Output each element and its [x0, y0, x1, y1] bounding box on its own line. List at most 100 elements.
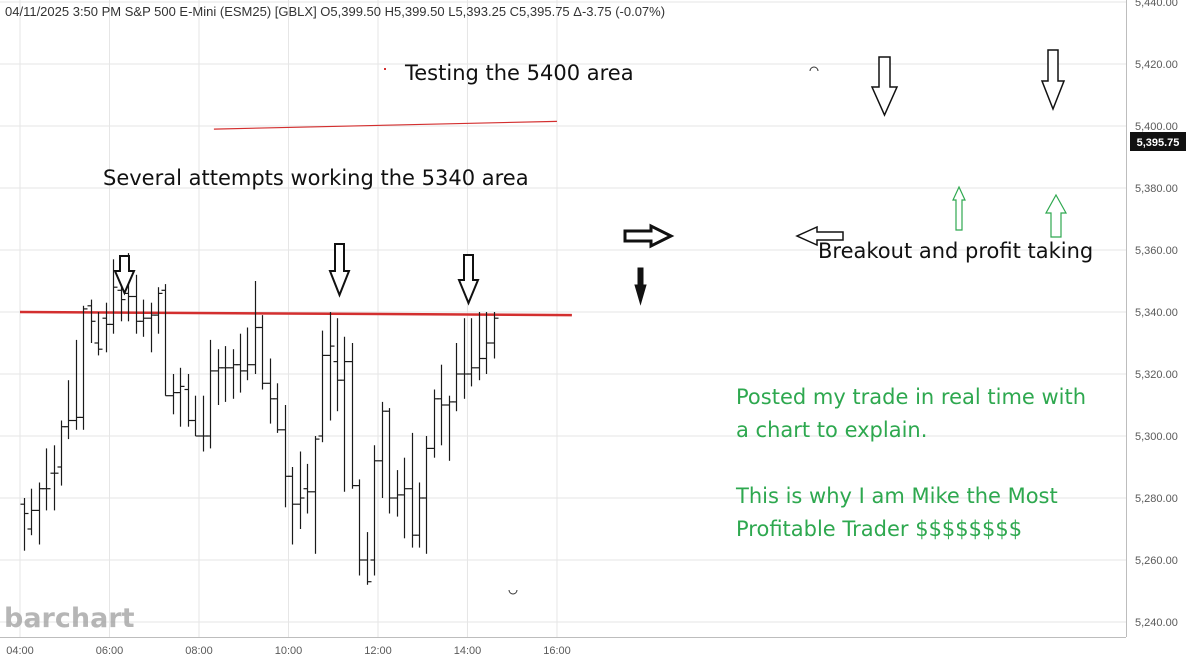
- ohlc-bar: [355, 479, 364, 576]
- ohlc-bar: [139, 299, 148, 337]
- ohlc-bar: [94, 312, 103, 356]
- ohlc-bar: [35, 482, 44, 545]
- right-arrow-icon: [623, 223, 675, 249]
- last-price-box: [1130, 132, 1186, 151]
- low-marker-icon: [508, 589, 518, 595]
- last-price-label: 5,395.75: [1137, 137, 1180, 149]
- ohlc-bar: [184, 374, 193, 427]
- x-tick-label: 04:00: [6, 645, 34, 657]
- text-annotations: 04/11/2025 3:50 PM S&P 500 E-Mini (ESM25…: [4, 4, 1093, 634]
- y-tick-label: 5,340.00: [1135, 307, 1178, 319]
- annotation-posted-trade-line1: Posted my trade in real time with: [736, 385, 1086, 409]
- ohlc-bar: [273, 383, 282, 433]
- ohlc-bar: [370, 445, 379, 576]
- ohlc-bar: [258, 315, 267, 390]
- ohlc-bar: [132, 274, 141, 334]
- y-tick-label: 5,240.00: [1135, 617, 1178, 629]
- ohlc-bar: [490, 312, 499, 359]
- ohlc-bar: [482, 312, 491, 374]
- ohlc-bar: [214, 349, 223, 405]
- annotation-mike-line2: Profitable Trader $$$$$$$$: [736, 517, 1022, 541]
- ohlc-bar: [475, 312, 484, 381]
- ohlc-bar: [72, 339, 81, 430]
- ohlc-bar: [87, 299, 96, 343]
- ohlc-bar: [296, 451, 305, 529]
- chart-header: 04/11/2025 3:50 PM S&P 500 E-Mini (ESM25…: [5, 4, 665, 19]
- high-marker-icon: [809, 66, 819, 72]
- resistance-line-5400: [213, 120, 557, 130]
- ohlc-bar: [266, 358, 275, 424]
- ohlc-bar: [221, 346, 230, 402]
- ohlc-bar: [42, 448, 51, 511]
- annotation-mike-line1: This is why I am Mike the Most: [735, 484, 1058, 508]
- ohlc-bar: [415, 482, 424, 548]
- annotation-testing-5400: Testing the 5400 area: [404, 61, 634, 85]
- ohlc-bar: [378, 401, 387, 498]
- ohlc-bar: [176, 367, 185, 427]
- y-tick-label: 5,440.00: [1135, 0, 1178, 9]
- y-tick-label: 5,380.00: [1135, 183, 1178, 195]
- barchart-watermark: barchart: [4, 603, 135, 634]
- y-tick-label: 5,420.00: [1135, 59, 1178, 71]
- annotation-breakout: Breakout and profit taking: [818, 239, 1093, 263]
- ohlc-bar: [326, 312, 335, 421]
- ohlc-bar: [57, 420, 66, 486]
- down-arrow-icon: [870, 56, 899, 117]
- ohlc-bar: [348, 343, 357, 489]
- ohlc-bar: [452, 343, 461, 412]
- ohlc-bar: [445, 395, 454, 461]
- down-arrow-icon: [634, 267, 647, 306]
- ohlc-bar: [288, 467, 297, 545]
- last-price-tag: 5,395.75: [1130, 132, 1186, 151]
- up-arrow-icon: [1044, 193, 1068, 238]
- y-tick-label: 5,360.00: [1135, 245, 1178, 257]
- ohlc-bar: [169, 374, 178, 415]
- y-tick-label: 5,400.00: [1135, 121, 1178, 133]
- down-arrow-icon: [457, 254, 480, 306]
- annotation-5340-attempts: Several attempts working the 5340 area: [103, 166, 529, 190]
- arrow-annotations: [113, 49, 1068, 595]
- ohlc-bar: [251, 281, 260, 374]
- ohlc-bar: [400, 457, 409, 539]
- y-tick-label: 5,300.00: [1135, 431, 1178, 443]
- ohlc-bar: [340, 336, 349, 492]
- ohlc-bar: [27, 488, 36, 536]
- x-tick-label: 16:00: [543, 645, 571, 657]
- ohlc-bar: [64, 380, 73, 440]
- down-arrow-icon: [328, 243, 351, 298]
- y-tick-label: 5,320.00: [1135, 369, 1178, 381]
- trend-lines: [19, 120, 572, 317]
- ohlc-bar: [408, 432, 417, 548]
- down-arrow-icon: [1040, 49, 1066, 112]
- ohlc-bar: [318, 330, 327, 443]
- ohlc-bar: [236, 333, 245, 393]
- x-tick-label: 10:00: [275, 645, 303, 657]
- ohlc-bar: [333, 318, 342, 412]
- ohlc-bar: [79, 305, 88, 430]
- x-tick-label: 06:00: [96, 645, 124, 657]
- down-arrow-icon: [113, 255, 136, 296]
- ohlc-bar: [385, 408, 394, 514]
- ohlc-bar: [161, 284, 170, 397]
- ohlc-bar: [363, 532, 372, 585]
- y-tick-label: 5,280.00: [1135, 493, 1178, 505]
- grid: [0, 0, 1126, 637]
- annotation-posted-trade-line2: a chart to explain.: [736, 418, 927, 442]
- y-tick-label: 5,260.00: [1135, 555, 1178, 567]
- left-arrow-icon: [795, 225, 844, 247]
- red-dot-marker: [384, 68, 386, 70]
- ohlc-bar: [422, 436, 431, 554]
- ohlc-bar: [109, 259, 118, 334]
- ohlc-bar: [467, 318, 476, 387]
- ohlc-bar: [206, 339, 215, 449]
- ohlc-bar: [430, 389, 439, 458]
- ohlc-bar: [50, 445, 59, 511]
- ohlc-bars: [20, 253, 499, 585]
- ohlc-bar: [147, 302, 156, 353]
- x-tick-label: 08:00: [185, 645, 213, 657]
- ohlc-bar: [154, 287, 163, 334]
- ohlc-bar: [191, 395, 200, 437]
- ohlc-bar: [199, 395, 208, 452]
